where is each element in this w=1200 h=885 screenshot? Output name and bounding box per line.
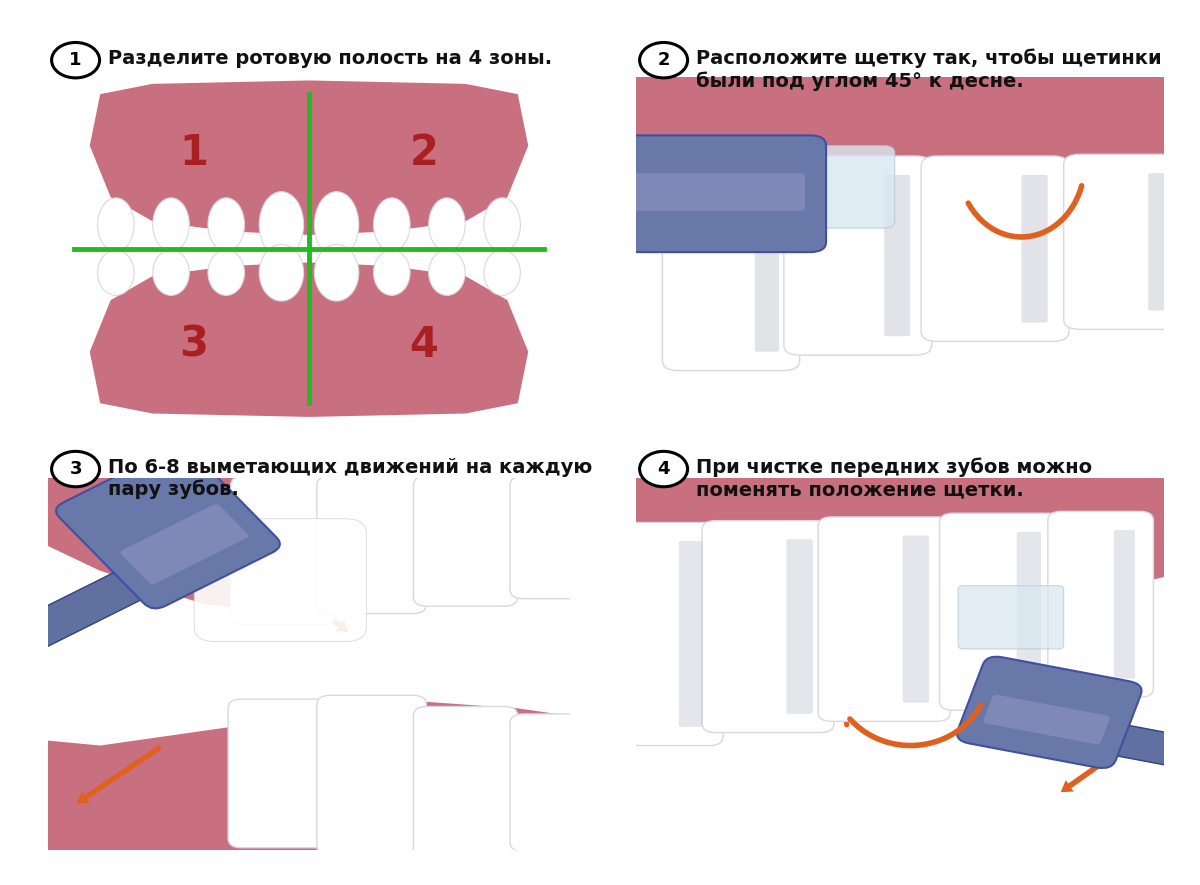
FancyBboxPatch shape bbox=[757, 146, 895, 228]
Ellipse shape bbox=[152, 250, 190, 296]
Ellipse shape bbox=[392, 203, 402, 247]
Ellipse shape bbox=[282, 197, 294, 252]
Ellipse shape bbox=[314, 192, 359, 258]
FancyBboxPatch shape bbox=[413, 706, 518, 858]
FancyBboxPatch shape bbox=[1114, 530, 1135, 679]
Polygon shape bbox=[90, 81, 528, 235]
FancyBboxPatch shape bbox=[786, 539, 812, 714]
Text: Расположите щетку так, чтобы щетинки
были под углом 45° к десне.: Расположите щетку так, чтобы щетинки был… bbox=[696, 49, 1162, 91]
Ellipse shape bbox=[503, 203, 512, 247]
FancyBboxPatch shape bbox=[194, 519, 366, 642]
Ellipse shape bbox=[428, 250, 466, 296]
Ellipse shape bbox=[208, 198, 245, 251]
FancyBboxPatch shape bbox=[413, 476, 518, 606]
Ellipse shape bbox=[428, 198, 466, 251]
FancyBboxPatch shape bbox=[510, 714, 588, 851]
Text: 4: 4 bbox=[409, 324, 438, 366]
Ellipse shape bbox=[208, 250, 245, 296]
Text: По 6-8 выметающих движений на каждую
пару зубов.: По 6-8 выметающих движений на каждую пар… bbox=[108, 458, 593, 499]
Text: 1: 1 bbox=[70, 51, 82, 69]
FancyBboxPatch shape bbox=[940, 513, 1061, 710]
Ellipse shape bbox=[373, 198, 410, 251]
Text: 2: 2 bbox=[658, 51, 670, 69]
Ellipse shape bbox=[314, 244, 359, 301]
FancyBboxPatch shape bbox=[317, 476, 426, 613]
Polygon shape bbox=[610, 60, 1190, 218]
Text: 3: 3 bbox=[180, 324, 209, 366]
FancyBboxPatch shape bbox=[1048, 512, 1153, 697]
FancyBboxPatch shape bbox=[0, 570, 148, 680]
Ellipse shape bbox=[97, 250, 134, 296]
Polygon shape bbox=[22, 701, 596, 868]
FancyBboxPatch shape bbox=[902, 535, 929, 703]
FancyBboxPatch shape bbox=[818, 517, 950, 721]
FancyBboxPatch shape bbox=[230, 476, 335, 625]
FancyBboxPatch shape bbox=[922, 156, 1069, 342]
Text: Разделите ротовую полость на 4 зоны.: Разделите ротовую полость на 4 зоны. bbox=[108, 49, 552, 67]
FancyBboxPatch shape bbox=[317, 696, 426, 855]
FancyBboxPatch shape bbox=[451, 218, 626, 278]
Ellipse shape bbox=[448, 203, 457, 247]
FancyBboxPatch shape bbox=[755, 180, 779, 351]
FancyBboxPatch shape bbox=[1148, 173, 1170, 311]
FancyBboxPatch shape bbox=[228, 699, 337, 848]
FancyBboxPatch shape bbox=[702, 520, 834, 733]
Text: 2: 2 bbox=[409, 132, 438, 173]
Ellipse shape bbox=[484, 198, 521, 251]
FancyBboxPatch shape bbox=[958, 586, 1063, 649]
Ellipse shape bbox=[227, 203, 236, 247]
Ellipse shape bbox=[172, 203, 181, 247]
FancyBboxPatch shape bbox=[1016, 532, 1040, 692]
Text: 1: 1 bbox=[180, 132, 209, 173]
FancyBboxPatch shape bbox=[120, 504, 248, 584]
FancyBboxPatch shape bbox=[984, 695, 1110, 744]
Text: При чистке передних зубов можно
поменять положение щетки.: При чистке передних зубов можно поменять… bbox=[696, 458, 1092, 499]
Text: 4: 4 bbox=[658, 460, 670, 478]
Polygon shape bbox=[22, 459, 596, 612]
FancyBboxPatch shape bbox=[784, 156, 931, 355]
FancyBboxPatch shape bbox=[614, 173, 805, 211]
Ellipse shape bbox=[259, 192, 304, 258]
FancyBboxPatch shape bbox=[594, 135, 826, 252]
FancyBboxPatch shape bbox=[884, 175, 911, 336]
FancyBboxPatch shape bbox=[510, 476, 588, 598]
FancyBboxPatch shape bbox=[679, 541, 703, 727]
FancyBboxPatch shape bbox=[56, 446, 280, 609]
FancyBboxPatch shape bbox=[1098, 722, 1200, 792]
Ellipse shape bbox=[259, 244, 304, 301]
Ellipse shape bbox=[116, 203, 126, 247]
Ellipse shape bbox=[484, 250, 521, 296]
Text: 3: 3 bbox=[70, 460, 82, 478]
FancyBboxPatch shape bbox=[601, 522, 724, 745]
FancyBboxPatch shape bbox=[662, 161, 799, 371]
FancyBboxPatch shape bbox=[1021, 175, 1048, 322]
FancyBboxPatch shape bbox=[1063, 154, 1190, 329]
FancyBboxPatch shape bbox=[958, 657, 1141, 768]
Ellipse shape bbox=[373, 250, 410, 296]
Ellipse shape bbox=[337, 197, 349, 252]
Polygon shape bbox=[90, 263, 528, 417]
Ellipse shape bbox=[97, 198, 134, 251]
Ellipse shape bbox=[152, 198, 190, 251]
Polygon shape bbox=[610, 459, 1190, 620]
